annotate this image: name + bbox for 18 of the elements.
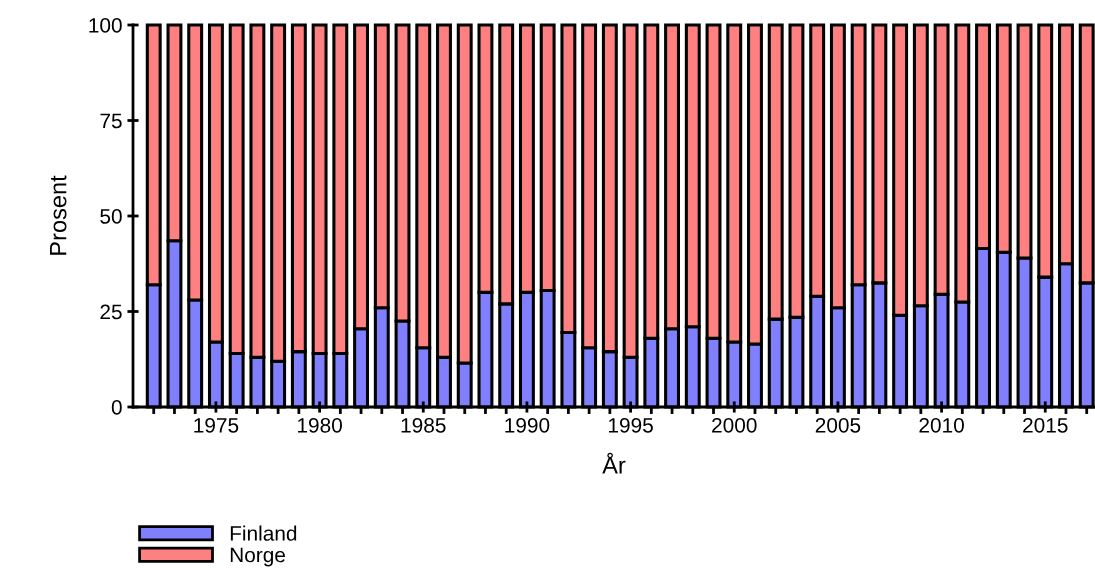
y-tick-label: 50: [100, 209, 122, 224]
x-tick-label: 2005: [815, 417, 861, 433]
y-tick-label: 0: [111, 400, 122, 415]
x-tick-label: 2015: [1023, 417, 1068, 433]
y-axis-title: Prosent: [50, 175, 67, 255]
x-tick-label: 1995: [609, 417, 653, 433]
x-tick-label: 1980: [298, 417, 342, 433]
x-tick-label: 1990: [505, 417, 550, 433]
x-tick-label: 2010: [919, 417, 964, 433]
y-tick-label: 75: [100, 113, 122, 129]
legend-label: Finland: [230, 525, 297, 541]
x-tick-label: 1985: [401, 417, 446, 433]
x-tick-label: 1975: [194, 417, 239, 433]
y-tick-label: 100: [89, 18, 122, 33]
y-tick-label: 25: [100, 304, 122, 320]
x-axis-title: År: [602, 452, 626, 474]
x-tick-label: 2000: [712, 417, 757, 433]
legend-label: Norge: [230, 547, 285, 567]
